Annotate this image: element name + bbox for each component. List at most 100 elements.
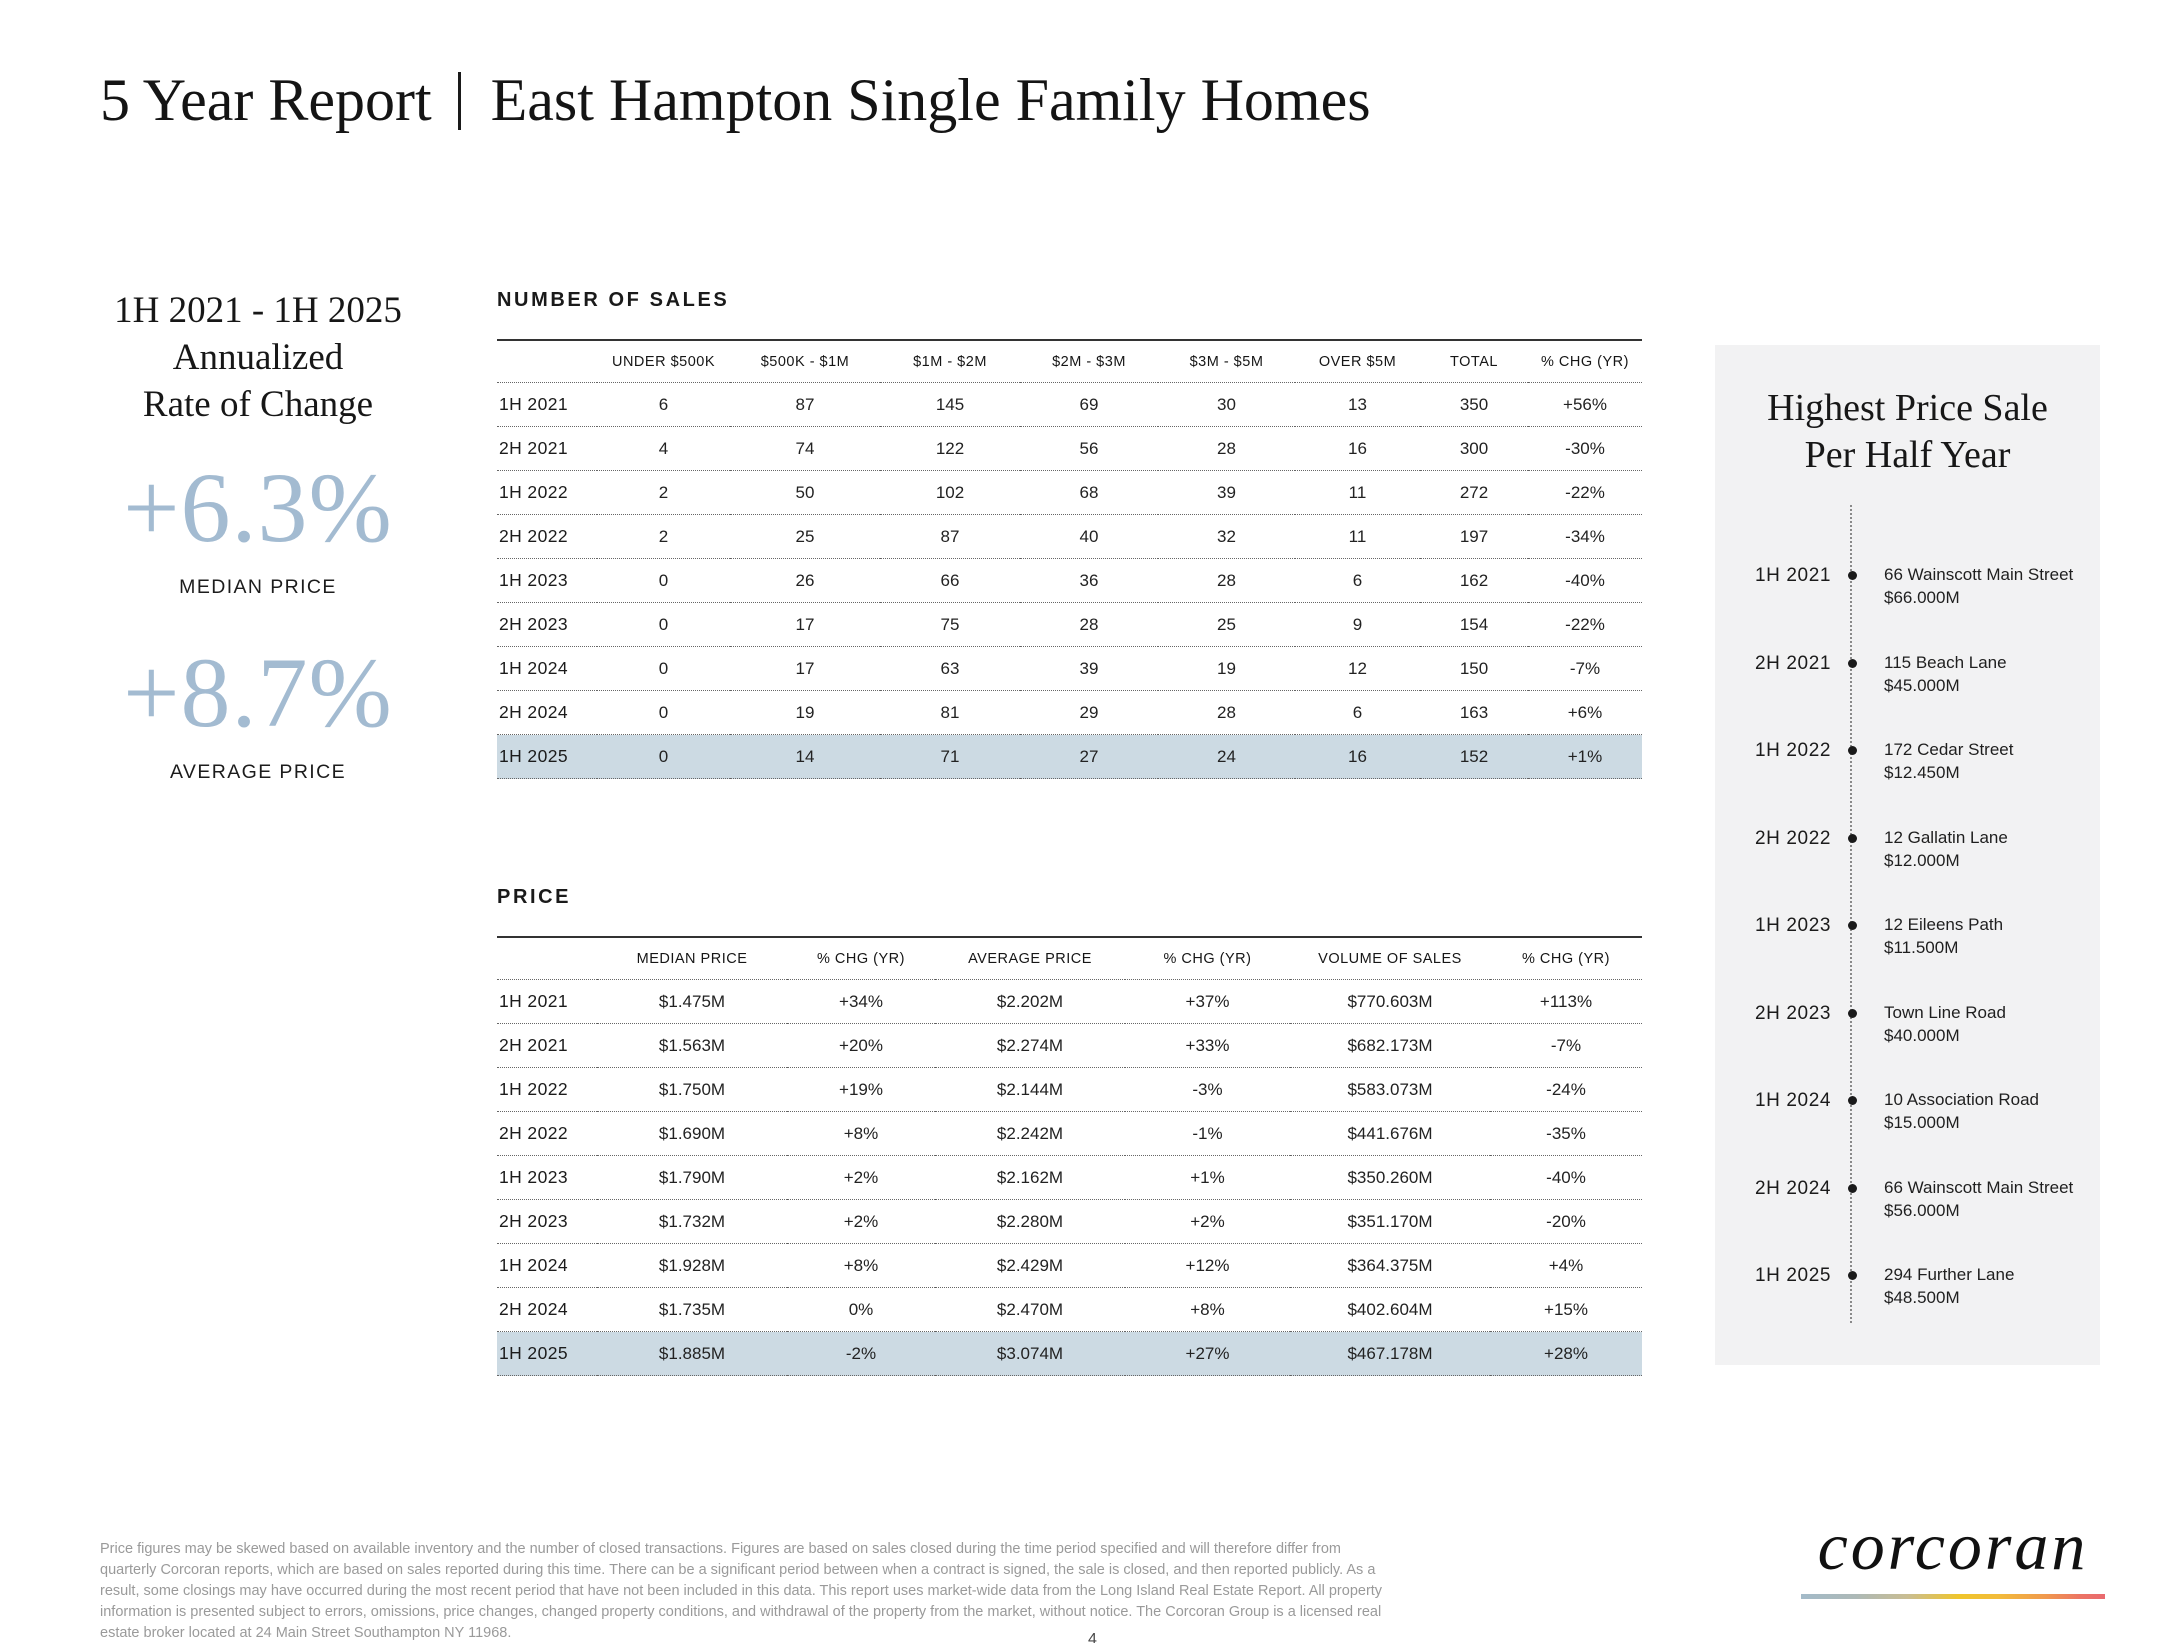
cell-value: 40 xyxy=(1020,514,1158,559)
cell-value: 11 xyxy=(1295,470,1420,515)
cell-value: +33% xyxy=(1125,1023,1290,1068)
table-row: 1H 2025 0 14 71 27 24 16 152 +1% xyxy=(497,734,1642,779)
cell-value: $1.563M xyxy=(597,1023,787,1068)
cell-value: 19 xyxy=(1158,646,1295,691)
table-row: 2H 2022 $1.690M +8% $2.242M -1% $441.676M -35% xyxy=(497,1111,1642,1156)
timeline-period: 1H 2025 xyxy=(1755,1265,1832,1286)
cell-value: -2% xyxy=(787,1331,935,1376)
timeline: 1H 2021 66 Wainscott Main Street $66.000M 2… xyxy=(1715,563,2100,1351)
cell-value: $1.928M xyxy=(597,1243,787,1288)
column-header xyxy=(497,937,597,980)
timeline-period: 2H 2024 xyxy=(1755,1177,1832,1199)
column-header: $500K - $1M xyxy=(730,340,880,383)
number-of-sales-section: NUMBER OF SALES UNDER $500K $500K - $1M $1… xyxy=(497,289,1642,779)
cell-value: 0 xyxy=(597,646,730,691)
cell-value: $1.475M xyxy=(597,979,787,1024)
panel-title-line: Highest Price Sale xyxy=(1767,387,2048,429)
table-row: 2H 2021 $1.563M +20% $2.274M +33% $682.173M -7… xyxy=(497,1023,1642,1068)
column-header: % CHG (YR) xyxy=(1490,937,1642,980)
timeline-entry: 2H 2023 Town Line Road $40.000M xyxy=(1715,1001,2100,1089)
cell-value: $3.074M xyxy=(935,1331,1125,1376)
cell-value: +1% xyxy=(1125,1155,1290,1200)
column-header: VOLUME OF SALES xyxy=(1290,937,1490,980)
price-title: PRICE xyxy=(497,886,572,908)
cell-value: -20% xyxy=(1490,1199,1642,1244)
cell-value: -40% xyxy=(1490,1155,1642,1200)
row-label: 2H 2021 xyxy=(497,426,597,471)
cell-value: -22% xyxy=(1528,602,1642,647)
table-row: 1H 2023 $1.790M +2% $2.162M +1% $350.260M -40% xyxy=(497,1155,1642,1200)
cell-value: 150 xyxy=(1420,646,1528,691)
timeline-period: 1H 2023 xyxy=(1755,915,1832,936)
cell-value: -7% xyxy=(1490,1023,1642,1068)
cell-value: 300 xyxy=(1420,426,1528,471)
cell-value: 66 xyxy=(880,558,1020,603)
cell-value: 197 xyxy=(1420,514,1528,559)
cell-value: $441.676M xyxy=(1290,1111,1490,1156)
timeline-axis xyxy=(1850,505,1852,1323)
timeline-address: Town Line Road xyxy=(1884,1002,2006,1022)
cell-value: -22% xyxy=(1528,470,1642,515)
timeline-address: 12 Gallatin Lane xyxy=(1884,827,2008,847)
timeline-price: $66.000M xyxy=(1884,588,1960,607)
cell-value: +8% xyxy=(787,1243,935,1288)
cell-value: -35% xyxy=(1490,1111,1642,1156)
cell-value: 14 xyxy=(730,734,880,779)
cell-value: +113% xyxy=(1490,979,1642,1024)
timeline-dot-icon xyxy=(1847,1096,1857,1105)
column-header: $1M - $2M xyxy=(880,340,1020,383)
cell-value: $2.242M xyxy=(935,1111,1125,1156)
cell-value: 154 xyxy=(1420,602,1528,647)
cell-value: 39 xyxy=(1158,470,1295,515)
cell-value: 50 xyxy=(730,470,880,515)
cell-value: 56 xyxy=(1020,426,1158,471)
timeline-text: 66 Wainscott Main Street $66.000M xyxy=(1867,563,2100,651)
timeline-period: 1H 2021 xyxy=(1755,565,1832,586)
cell-value: 6 xyxy=(1295,690,1420,735)
timeline-address: 172 Cedar Street xyxy=(1884,740,2014,759)
cell-value: 17 xyxy=(730,602,880,647)
cell-value: $402.604M xyxy=(1290,1287,1490,1332)
cell-value: -40% xyxy=(1528,558,1642,603)
cell-value: 36 xyxy=(1020,558,1158,603)
row-label: 2H 2022 xyxy=(497,1111,597,1156)
cell-value: +2% xyxy=(787,1155,935,1200)
median-price-change-label: MEDIAN PRICE xyxy=(179,576,337,598)
cell-value: 2 xyxy=(597,470,730,515)
cell-value: 87 xyxy=(730,382,880,427)
cell-value: 17 xyxy=(730,646,880,691)
row-label: 2H 2021 xyxy=(497,1023,597,1068)
cell-value: 12 xyxy=(1295,646,1420,691)
cell-value: $467.178M xyxy=(1290,1331,1490,1376)
table-row: 2H 2022 2 25 87 40 32 11 197 -34% xyxy=(497,514,1642,559)
row-label: 1H 2021 xyxy=(497,382,597,427)
cell-value: +4% xyxy=(1490,1243,1642,1288)
page-title: 5 Year Report East Hampton Single Family… xyxy=(100,66,1371,135)
cell-value: 32 xyxy=(1158,514,1295,559)
table-row: 1H 2025 $1.885M -2% $3.074M +27% $467.178M +28… xyxy=(497,1331,1642,1376)
row-label: 1H 2024 xyxy=(497,646,597,691)
timeline-price: $40.000M xyxy=(1884,1025,1960,1045)
cell-value: 122 xyxy=(880,426,1020,471)
timeline-period: 1H 2024 xyxy=(1755,1090,1832,1111)
corcoran-wordmark: corcoran xyxy=(1817,1508,2089,1584)
column-header: % CHG (YR) xyxy=(1125,937,1290,980)
cell-value: 2 xyxy=(597,514,730,559)
timeline-period: 1H 2022 xyxy=(1755,740,1832,761)
cell-value: +28% xyxy=(1490,1331,1642,1376)
timeline-price: $11.500M xyxy=(1884,938,1959,957)
cell-value: +56% xyxy=(1528,382,1642,427)
timeline-address: 12 Eileens Path xyxy=(1884,915,2004,934)
cell-value: 30 xyxy=(1158,382,1295,427)
cell-value: 0% xyxy=(787,1287,935,1332)
cell-value: $1.750M xyxy=(597,1067,787,1112)
table-row: 1H 2024 $1.928M +8% $2.429M +12% $364.375M +4% xyxy=(497,1243,1642,1288)
price-table: MEDIAN PRICE% CHG (YR) AVERAGE PRICE% CHG… xyxy=(497,936,1642,1376)
cell-value: $1.735M xyxy=(597,1287,787,1332)
row-label: 1H 2022 xyxy=(497,1067,597,1112)
cell-value: $1.790M xyxy=(597,1155,787,1200)
timeline-text: 172 Cedar Street $12.450M xyxy=(1867,738,2100,826)
cell-value: $583.073M xyxy=(1290,1067,1490,1112)
column-header: $3M - $5M xyxy=(1158,340,1295,383)
cell-value: +37% xyxy=(1125,979,1290,1024)
